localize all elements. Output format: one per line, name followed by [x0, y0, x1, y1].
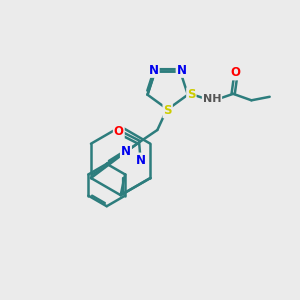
- Text: N: N: [136, 154, 146, 166]
- Text: NH: NH: [203, 94, 221, 104]
- Text: N: N: [121, 145, 131, 158]
- Text: S: S: [187, 88, 196, 101]
- Text: O: O: [230, 66, 241, 80]
- Text: O: O: [114, 125, 124, 138]
- Text: N: N: [177, 64, 187, 77]
- Text: S: S: [164, 104, 172, 117]
- Text: N: N: [149, 64, 159, 77]
- Text: N: N: [121, 145, 131, 158]
